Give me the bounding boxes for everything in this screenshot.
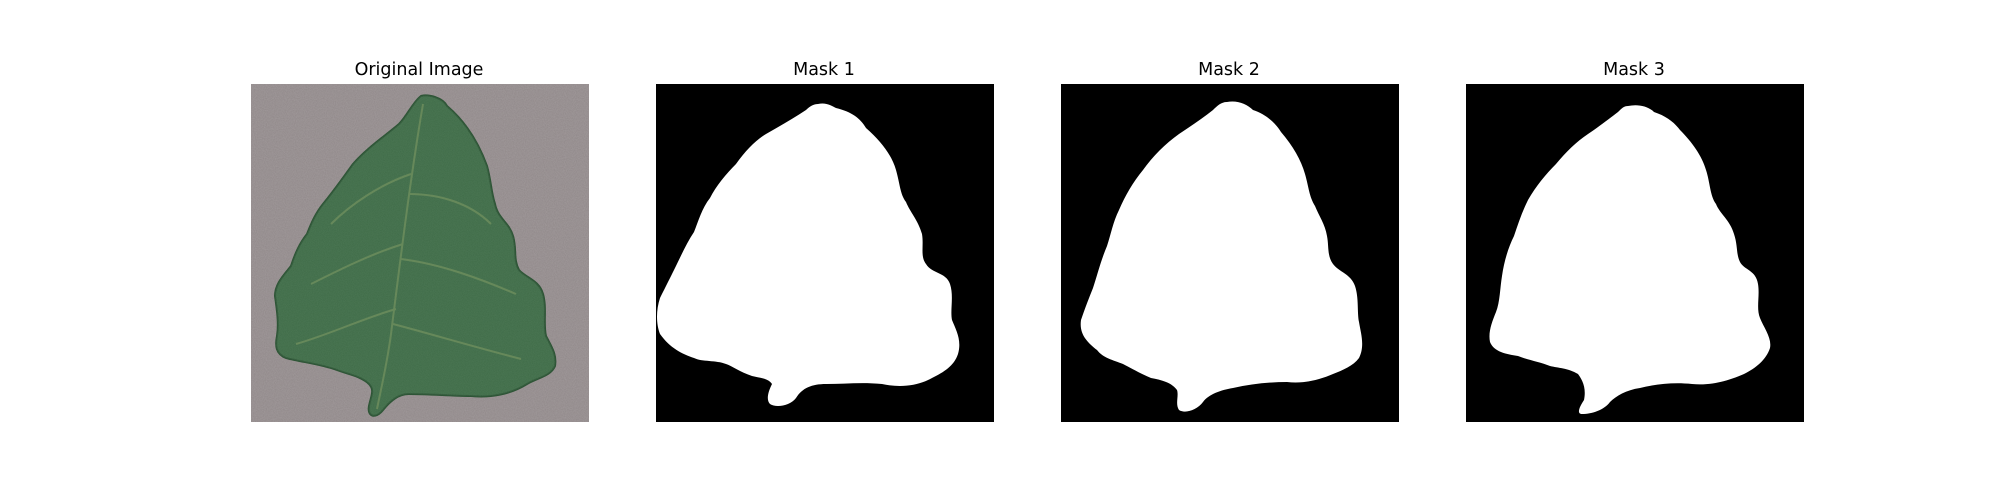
- original-leaf-image: [251, 84, 589, 422]
- mask-3-panel: [1466, 84, 1804, 422]
- mask-3-shape: [1489, 105, 1771, 414]
- mask-1-shape: [657, 103, 960, 407]
- panel-title-original-image: Original Image: [354, 60, 484, 80]
- mask-2-shape: [1080, 101, 1363, 412]
- leaf-veins: [295, 103, 522, 410]
- original-image-panel: [251, 84, 589, 422]
- mask-2-panel: [1061, 84, 1399, 422]
- mask-2-image: [1061, 84, 1399, 422]
- panel-title-mask-3: Mask 3: [1603, 60, 1665, 80]
- panel-title-mask-1: Mask 1: [793, 60, 855, 80]
- mask-1-panel: [656, 84, 994, 422]
- mask-1-image: [656, 84, 994, 422]
- mask-3-image: [1466, 84, 1804, 422]
- panel-title-mask-2: Mask 2: [1198, 60, 1260, 80]
